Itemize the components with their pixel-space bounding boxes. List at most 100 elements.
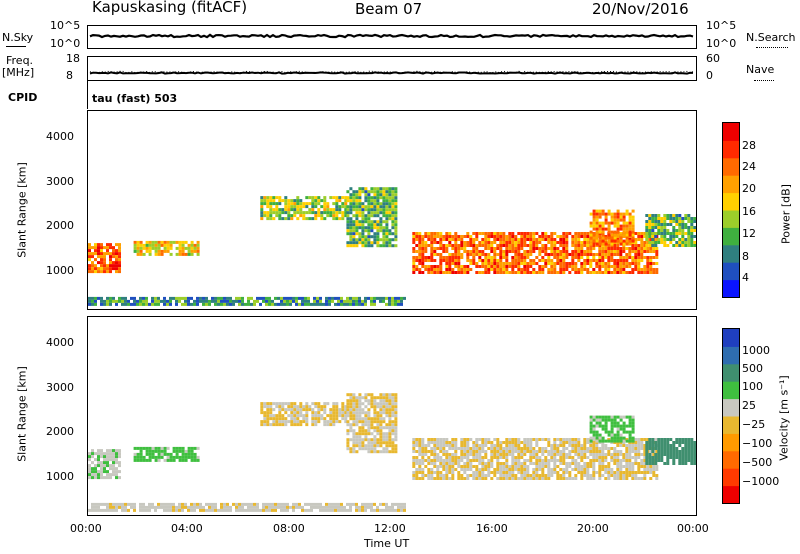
nave-tick-top: 60	[706, 52, 720, 65]
xtick-1: 04:00	[171, 522, 203, 535]
nave-label: Nave	[746, 63, 775, 76]
velocity-colorbar	[722, 328, 740, 504]
xtick-2: 08:00	[273, 522, 305, 535]
power-ytick-3000: 3000	[46, 175, 74, 188]
vel-cbar-tick-neg1000: −1000	[742, 475, 780, 488]
xtick-0: 00:00	[70, 522, 102, 535]
nsky-trace	[89, 33, 694, 39]
nsky-tick-top: 10^5	[50, 19, 81, 32]
station-title: Kapuskasing (fitACF)	[92, 0, 248, 16]
vel-ytick-4000: 4000	[46, 336, 74, 349]
power-region-3	[346, 187, 398, 248]
power-cbar-tick-28: 28	[742, 139, 756, 152]
velocity-panel	[87, 316, 697, 516]
velocity-region-0	[88, 449, 121, 480]
vel-ytick-3000: 3000	[46, 381, 74, 394]
power-cbar-tick-8: 8	[742, 250, 749, 263]
nsky-panel	[87, 25, 697, 49]
power-cbar-swatch-6	[723, 175, 739, 194]
vel-cbar-tick-neg25: −25	[742, 418, 766, 431]
power-cbar-tick-12: 12	[742, 227, 756, 240]
nsearch-tick-bottom: 10^0	[706, 37, 737, 50]
nsky-label: N.Sky	[2, 31, 34, 44]
date-label: 20/Nov/2016	[592, 0, 689, 18]
velocity-heatmap	[88, 393, 696, 512]
power-panel	[87, 110, 697, 310]
power-cbar-swatch-2	[723, 244, 739, 263]
vel-cbar-tick-500: 500	[742, 362, 763, 375]
power-cbar-tick-24: 24	[742, 160, 756, 173]
cpid-text: tau (fast) 503	[92, 92, 178, 105]
vel-cbar-swatch-5	[723, 398, 739, 417]
nsearch-label: N.Search	[746, 31, 796, 44]
vel-cbar-tick-100: 100	[742, 380, 763, 393]
power-cbar-tick-16: 16	[742, 205, 756, 218]
power-ytick-4000: 4000	[46, 130, 74, 143]
xtick-3: 12:00	[374, 522, 406, 535]
power-cbar-swatch-4	[723, 210, 739, 228]
power-region-1	[133, 240, 200, 256]
power-cbar-swatch-3	[723, 227, 739, 246]
power-heatmap	[88, 187, 696, 306]
vel-cbar-swatch-8	[723, 346, 739, 365]
vel-ytick-1000: 1000	[46, 470, 74, 483]
velocity-region-6	[88, 502, 406, 512]
velocity-region-4	[412, 438, 659, 480]
freq-panel	[87, 56, 697, 81]
vel-cbar-label: Velocity [m s⁻¹]	[777, 375, 791, 461]
cpid-label: CPID	[8, 91, 38, 104]
power-cbar-swatch-0	[723, 279, 739, 297]
velocity-region-7	[589, 415, 635, 443]
vel-cbar-swatch-2	[723, 450, 739, 469]
beam-label: Beam 07	[355, 0, 423, 18]
vel-cbar-swatch-3	[723, 433, 739, 452]
nsearch-legend-line	[756, 47, 788, 48]
power-region-6	[88, 296, 406, 306]
xtick-6: 00:00	[677, 522, 709, 535]
power-cbar-swatch-8	[723, 140, 739, 159]
power-ytick-1000: 1000	[46, 264, 74, 277]
xtick-5: 20:00	[577, 522, 609, 535]
xaxis-label: Time UT	[364, 537, 410, 550]
power-cbar-swatch-1	[723, 262, 739, 281]
nave-tick-bottom: 0	[706, 69, 713, 82]
power-cbar-swatch-9	[723, 123, 739, 141]
velocity-region-3	[346, 393, 398, 454]
vel-cbar-tick-1000: 1000	[742, 344, 770, 357]
nsearch-tick-top: 10^5	[706, 19, 737, 32]
power-cbar-swatch-7	[723, 157, 739, 176]
power-region-7	[589, 209, 635, 246]
cpid-separator	[87, 81, 88, 109]
nsky-legend-line	[6, 46, 26, 47]
power-region-5	[645, 214, 696, 247]
power-ytick-2000: 2000	[46, 219, 74, 232]
velocity-region-1	[133, 446, 200, 462]
freq-trace	[89, 70, 694, 75]
freq-tick-bottom: 8	[66, 69, 73, 82]
vel-cbar-tick-neg500: −500	[742, 456, 773, 469]
freq-unit: [MHz]	[2, 66, 35, 79]
vel-cbar-tick-25: 25	[742, 399, 756, 412]
power-cbar-tick-4: 4	[742, 271, 749, 284]
vel-cbar-swatch-4	[723, 416, 739, 434]
power-cbar-tick-20: 20	[742, 182, 756, 195]
vel-ylabel: Slant Range [km]	[15, 366, 29, 462]
power-cbar-swatch-5	[723, 192, 739, 211]
vel-cbar-swatch-1	[723, 468, 739, 487]
vel-cbar-tick-neg100: −100	[742, 437, 773, 450]
vel-cbar-swatch-0	[723, 485, 739, 503]
power-colorbar	[722, 122, 740, 298]
velocity-region-2	[260, 402, 348, 427]
nsky-tick-bottom: 10^0	[50, 37, 81, 50]
velocity-region-5	[645, 438, 696, 465]
power-region-0	[88, 243, 121, 274]
vel-cbar-swatch-6	[723, 381, 739, 400]
vel-cbar-swatch-9	[723, 329, 739, 347]
vel-ytick-2000: 2000	[46, 425, 74, 438]
nave-legend-line	[754, 80, 774, 81]
xtick-4: 16:00	[476, 522, 508, 535]
power-cbar-label: Power [dB]	[779, 184, 793, 244]
power-ylabel: Slant Range [km]	[15, 162, 29, 258]
freq-tick-top: 18	[66, 52, 80, 65]
power-region-2	[260, 196, 348, 221]
